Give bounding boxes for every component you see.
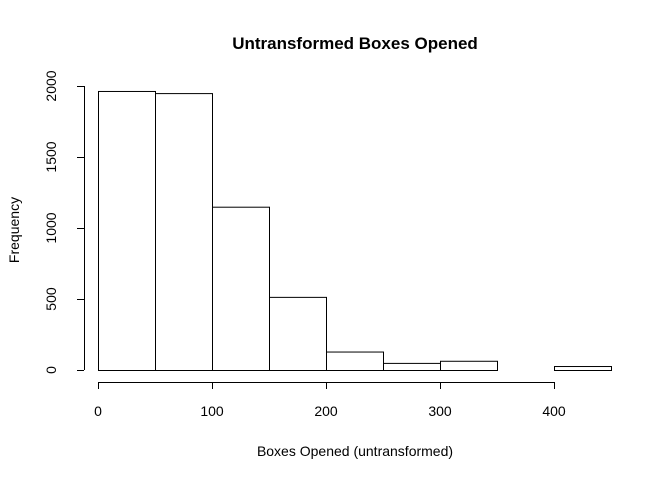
- histogram-bar-2: [212, 206, 270, 371]
- y-axis: 0 500 1000 1500 2000: [43, 70, 85, 374]
- histogram-bar-6: [440, 360, 498, 371]
- histogram-bar-4: [326, 351, 384, 372]
- x-axis-label: Boxes Opened (untransformed): [257, 443, 453, 459]
- y-tick-label-0: 0: [43, 366, 59, 374]
- histogram-bar-1: [155, 93, 213, 371]
- x-tick-label-0: 0: [94, 403, 102, 419]
- histogram-bar-5: [383, 362, 441, 371]
- x-tick-label-300: 300: [428, 403, 452, 419]
- x-tick-label-400: 400: [542, 403, 566, 419]
- histogram-bar-8: [554, 366, 612, 371]
- y-tick-label-2000: 2000: [43, 70, 59, 101]
- y-tick-label-1000: 1000: [43, 212, 59, 243]
- x-tick-label-200: 200: [314, 403, 338, 419]
- histogram-bar-0: [98, 90, 156, 371]
- histogram-bar-3: [269, 296, 327, 371]
- bars-group: [98, 90, 612, 372]
- y-axis-label: Frequency: [6, 197, 22, 263]
- x-axis: 0 100 200 300 400: [94, 382, 566, 419]
- chart-title: Untransformed Boxes Opened: [232, 34, 478, 53]
- x-tick-label-100: 100: [200, 403, 224, 419]
- y-tick-label-1500: 1500: [43, 141, 59, 172]
- y-tick-label-500: 500: [43, 287, 59, 311]
